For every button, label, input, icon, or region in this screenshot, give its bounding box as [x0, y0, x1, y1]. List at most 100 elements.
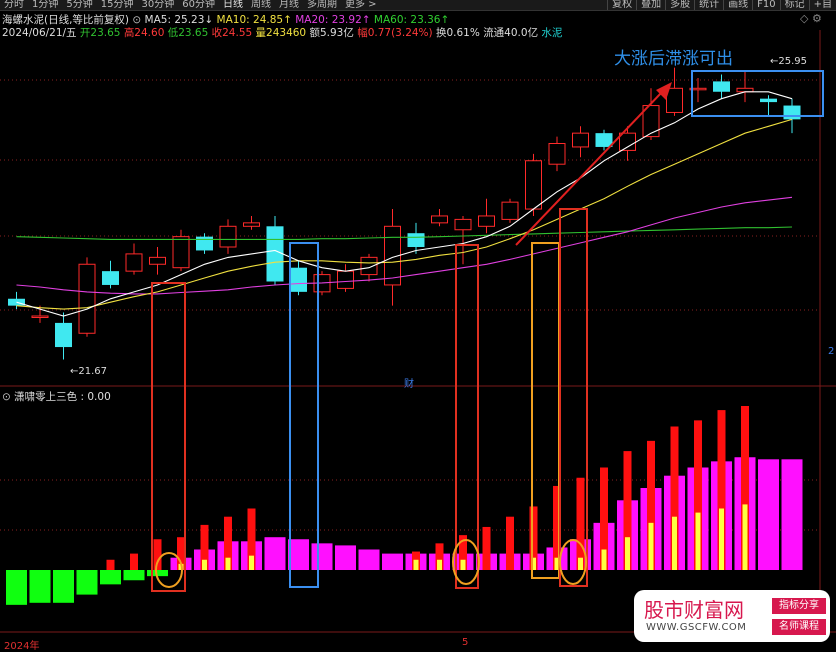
- indicator-yellow-bar: [578, 557, 583, 570]
- draw-button[interactable]: 画线: [723, 0, 752, 10]
- indicator-red-bar: [576, 477, 585, 570]
- indicator-green-bar: [123, 570, 145, 581]
- indicator-red-bar: [177, 537, 185, 570]
- overlay-button[interactable]: 叠加: [636, 0, 665, 10]
- highlight-circle: [452, 539, 480, 585]
- indicator-red-bar: [717, 410, 726, 570]
- highlight-box-blue: [691, 70, 824, 117]
- candle-up: [736, 87, 754, 93]
- indicator-yellow-bar: [437, 559, 442, 570]
- candle-up: [172, 236, 190, 269]
- candle-down: [102, 271, 119, 285]
- f10-button[interactable]: F10: [752, 0, 779, 10]
- multi-stock-button[interactable]: 多股: [665, 0, 694, 10]
- candle-up: [572, 132, 589, 148]
- candle-up: [501, 201, 519, 220]
- grid-lines: [0, 30, 836, 633]
- indicator-red-bar: [623, 451, 632, 570]
- indicator-red-bar: [529, 506, 538, 570]
- indicator-legend[interactable]: ⊙ 潇啸零上三色 : 0.00: [2, 389, 111, 404]
- watermark-badge-indicator: 指标分享: [772, 598, 826, 614]
- ma20-line: [16, 196, 793, 295]
- fuquan-button[interactable]: 复权: [607, 0, 636, 10]
- highlight-box-red: [559, 208, 588, 587]
- candle-up: [78, 263, 96, 334]
- indicator-label: 潇啸零上三色 : 0.00: [14, 391, 111, 403]
- indicator-red-bar: [647, 440, 655, 570]
- high-value: 高24.60: [123, 27, 165, 39]
- tab-5min[interactable]: 5分钟: [66, 0, 93, 10]
- tab-daily[interactable]: 日线: [222, 0, 243, 10]
- annotation-text: 大涨后滞涨可出: [614, 49, 733, 69]
- indicator-red-bar: [153, 539, 162, 570]
- candle-down: [290, 267, 307, 292]
- candle-up: [125, 253, 143, 272]
- tab-15min[interactable]: 15分钟: [100, 0, 134, 10]
- indicator-yellow-bar: [531, 557, 536, 570]
- tab-multi-period[interactable]: 多周期: [306, 0, 337, 10]
- tab-1min[interactable]: 1分钟: [32, 0, 59, 10]
- min-price-label: ←21.67: [70, 366, 108, 377]
- ma5-value: MA5: 25.23↓: [144, 14, 214, 26]
- candle-up: [431, 215, 448, 224]
- tab-weekly[interactable]: 周线: [250, 0, 271, 10]
- ma-legend: 海螺水泥(日线,等比前复权) ⊙ MA5: 25.23↓ MA10: 24.85…: [2, 12, 449, 27]
- candle-down: [196, 236, 213, 251]
- candle-up: [454, 218, 472, 231]
- indicator-red-bar: [224, 516, 232, 570]
- right-axis-label: 2: [828, 346, 835, 357]
- indicator-green-bar: [147, 570, 168, 577]
- indicator-red-bar: [694, 420, 702, 570]
- volume-value: 量243460: [255, 27, 307, 39]
- indicator-collapse-icon[interactable]: ⊙: [2, 391, 11, 403]
- candle-down: [266, 226, 284, 282]
- chart-corner-icons: ◇ ⚙: [800, 12, 822, 25]
- indicator-red-bar: [506, 516, 514, 570]
- indicator-yellow-bar: [742, 504, 748, 570]
- diamond-icon[interactable]: ◇: [800, 12, 809, 25]
- candles: [8, 67, 801, 360]
- moving-average-lines: [16, 91, 793, 317]
- tab-more[interactable]: 更多 >: [344, 0, 377, 10]
- indicator-green-bar: [100, 570, 121, 585]
- indicator-red-bar: [670, 426, 679, 570]
- candle-down: [760, 98, 777, 103]
- mark-button[interactable]: 标记: [779, 0, 809, 10]
- stats-button[interactable]: 统计: [694, 0, 723, 10]
- indicator-red-bar: [200, 524, 209, 570]
- ma60-value: MA60: 23.36↑: [373, 14, 450, 26]
- candle-up: [619, 132, 636, 151]
- change-value: 幅0.77(3.24%): [357, 27, 433, 39]
- tab-monthly[interactable]: 月线: [278, 0, 299, 10]
- stock-title[interactable]: 海螺水泥(日线,等比前复权): [2, 14, 130, 26]
- watermark-logo: 股市财富网 WWW.GSCFW.COM 指标分享 名师课程: [634, 590, 830, 642]
- indicator-green-bar: [76, 570, 98, 595]
- period-toolbar: 分时 1分钟 5分钟 15分钟 30分钟 60分钟 日线 周线 月线 多周期 更多 > 复权 叠加 多股…: [0, 0, 836, 11]
- indicator-yellow-bar: [601, 549, 607, 570]
- indicator-magenta-bar: [781, 459, 803, 570]
- candle-up: [525, 160, 542, 210]
- right-toolbar: 复权 叠加 多股 统计 画线 F10 标记 +自: [607, 0, 836, 10]
- gear-icon[interactable]: ⚙: [811, 12, 822, 25]
- indicator-magenta-bar: [358, 549, 380, 570]
- candle-up: [548, 143, 566, 165]
- indicator-yellow-bar: [625, 537, 630, 570]
- open-value: 开23.65: [79, 27, 121, 39]
- add-watch-button[interactable]: +自: [808, 0, 836, 10]
- highlight-circle: [155, 552, 183, 588]
- indicator-red-bar: [741, 406, 749, 570]
- indicator-yellow-bar: [554, 557, 560, 570]
- legend-collapse-icon[interactable]: ⊙: [132, 14, 142, 26]
- tab-30min[interactable]: 30分钟: [141, 0, 175, 10]
- candle-up: [478, 215, 495, 227]
- tab-60min[interactable]: 60分钟: [182, 0, 215, 10]
- finance-marker[interactable]: 财: [404, 379, 414, 390]
- tab-fenshi[interactable]: 分时: [4, 0, 24, 10]
- sector-link[interactable]: 水泥: [541, 27, 563, 39]
- close-value: 收24.55: [211, 27, 253, 39]
- candle-down: [407, 233, 425, 247]
- candle-up: [337, 270, 354, 289]
- indicator-red-bar: [130, 553, 138, 570]
- indicator-yellow-bar: [648, 522, 654, 570]
